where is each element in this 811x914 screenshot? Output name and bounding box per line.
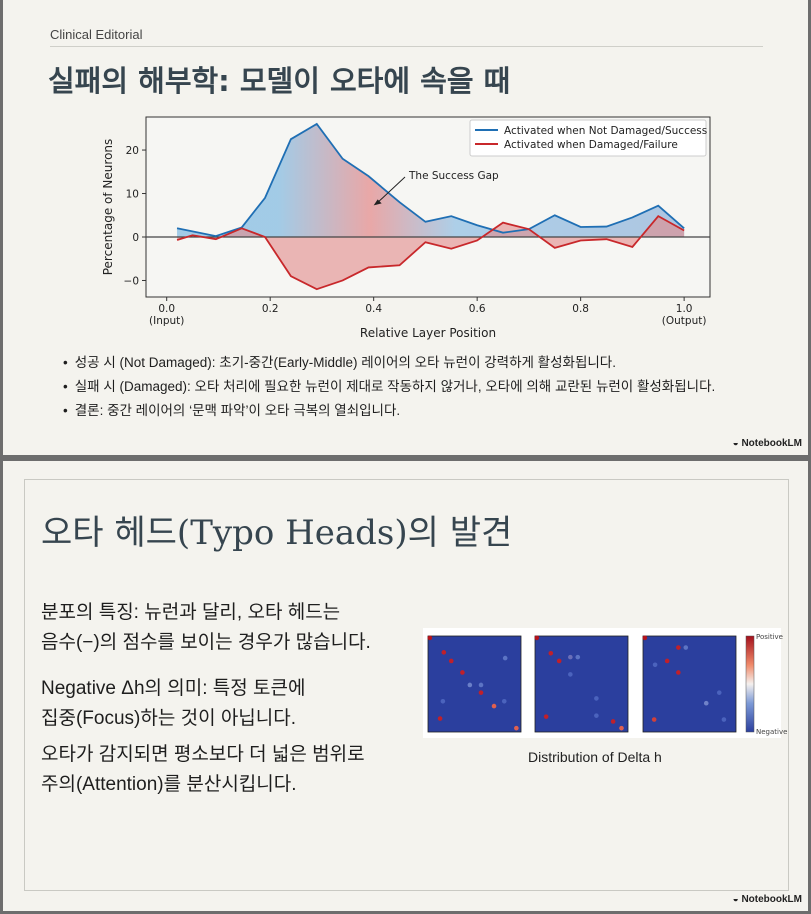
- heatmap-cell: [652, 662, 658, 668]
- annotation-arrow: [375, 176, 406, 205]
- legend-label: Activated when Damaged/Failure: [504, 139, 678, 151]
- legend-label: Activated when Not Damaged/Success: [504, 125, 707, 137]
- failure-line: [176, 214, 685, 291]
- arrow-head: [373, 199, 382, 206]
- heatmap-cell: [642, 635, 648, 641]
- x-tick-label: 0.0: [158, 303, 175, 315]
- heatmap-cell: [703, 700, 709, 706]
- failure-area: [177, 216, 685, 290]
- figure-caption: Distribution of Delta h: [528, 749, 662, 765]
- heatmap-cell: [594, 696, 599, 701]
- x-tick-label: 1.0: [676, 303, 693, 315]
- heatmap-cell: [501, 698, 507, 704]
- heatmap-cell: [502, 655, 508, 661]
- heatmap-cell: [716, 690, 722, 695]
- heatmap-cell: [721, 717, 727, 722]
- colorbar: [745, 635, 755, 733]
- heatmap-cell: [594, 713, 599, 718]
- slide-title: 실패의 해부학: 모델이 오타에 속을 때: [48, 64, 511, 98]
- heatmap-cell: [467, 682, 473, 688]
- y-tick-label: −0: [124, 275, 139, 287]
- paragraph: 분포의 특징: 뉴런과 달리, 오타 헤드는 음수(−)의 점수를 보이는 경우가…: [41, 602, 371, 653]
- heatmap-cell: [491, 703, 497, 709]
- heatmap-cell: [437, 716, 443, 721]
- success-area: [177, 123, 685, 237]
- slide-1: Clinical Editorial 실패의 해부학: 모델이 오타에 속을 때…: [3, 0, 808, 455]
- heatmap-cell: [441, 650, 447, 655]
- neuron-chart: 0.0(Input) 0.2 0.4 0.6 0.8 1.0(Output) 20 10 0 −0…: [103, 116, 711, 340]
- heatmap-cell: [514, 725, 519, 731]
- heatmap-cell: [440, 698, 446, 704]
- x-tick-sublabel: (Output): [662, 315, 707, 327]
- bullet-list: 성공 시 (Not Damaged): 초기-중간(Early-Middle) …: [63, 352, 716, 424]
- bullet-item: 결론: 중간 레이어의 ‘문맥 파악’이 오타 극복의 열쇠입니다.: [63, 400, 715, 424]
- heatmap-cell: [568, 672, 573, 677]
- success-line: [176, 122, 685, 238]
- bullet-item: 실패 시 (Damaged): 오타 처리에 필요한 뉴런이 제대로 작동하지 …: [63, 376, 716, 400]
- heatmap-cell: [651, 717, 657, 722]
- heatmap-cell: [575, 654, 581, 660]
- notebooklm-logo: ◒ NotebookLM: [732, 894, 802, 905]
- heatmap-cell: [664, 658, 670, 664]
- heatmap-cell: [548, 650, 554, 656]
- delta-h-heatmaps: Positive Negative: [423, 628, 787, 738]
- heatmap: [642, 635, 737, 733]
- heatmap-cell: [427, 635, 433, 641]
- paragraph: 오타가 감지되면 평소보다 더 넓은 범위로 주의(Attention)를 분산시…: [41, 744, 365, 795]
- legend: [469, 119, 707, 157]
- colorbar-label-negative: Negative: [756, 728, 787, 736]
- divider: [50, 46, 763, 47]
- heatmap-cell: [683, 645, 689, 650]
- heatmap-cell: [676, 645, 681, 650]
- heatmap-cell: [619, 725, 624, 731]
- heatmap-cell: [478, 682, 484, 688]
- heatmap-cell: [534, 635, 540, 641]
- heatmap-cell: [460, 670, 465, 675]
- bullet-item: 성공 시 (Not Damaged): 초기-중간(Early-Middle) …: [63, 352, 715, 376]
- y-tick-label: 0: [132, 232, 139, 244]
- kicker: Clinical Editorial: [50, 27, 143, 42]
- heatmap-cell: [568, 654, 573, 660]
- y-tick-label: 10: [126, 189, 139, 201]
- colorbar-label-positive: Positive: [756, 633, 783, 641]
- heatmap-cell: [543, 714, 549, 719]
- paragraph: Negative Δh의 의미: 특정 토큰에 집중(Focus)하는 것이 아닙…: [41, 678, 306, 729]
- heatmap-cell: [676, 670, 681, 675]
- heatmap: [534, 635, 629, 733]
- x-tick-label: 0.4: [365, 303, 382, 315]
- x-tick-label: 0.6: [469, 303, 486, 315]
- notebooklm-logo: ◒ NotebookLM: [732, 438, 802, 449]
- x-tick-label: 0.2: [262, 303, 279, 315]
- slide-frame: [24, 479, 789, 891]
- x-axis-label: Relative Layer Position: [360, 326, 496, 340]
- x-tick-sublabel: (Input): [149, 315, 184, 327]
- heatmap-cell: [556, 658, 562, 664]
- slide-title: 오타 헤드(Typo Heads)의 발견: [41, 513, 513, 553]
- annotation-text: The Success Gap: [408, 170, 499, 182]
- heatmap-cell: [448, 658, 454, 664]
- y-axis-label: Percentage of Neurons: [103, 139, 115, 276]
- heatmap-cell: [610, 719, 616, 724]
- slide-2: 오타 헤드(Typo Heads)의 발견 분포의 특징: 뉴런과 달리, 오타…: [3, 461, 808, 911]
- x-tick-label: 0.8: [572, 303, 589, 315]
- heatmap-cell: [478, 690, 484, 695]
- y-tick-label: 20: [126, 145, 139, 157]
